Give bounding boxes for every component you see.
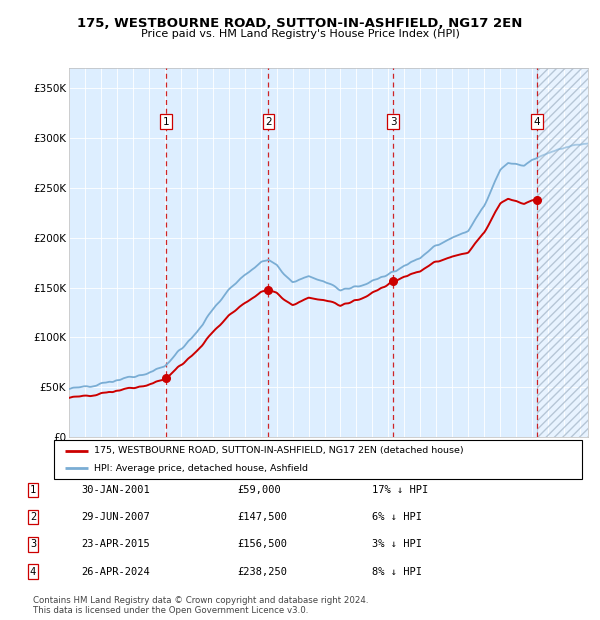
Text: 1: 1 [30,485,36,495]
Text: 3: 3 [390,117,397,126]
Text: 4: 4 [534,117,541,126]
Text: 2: 2 [265,117,272,126]
Text: £59,000: £59,000 [237,485,281,495]
Text: 8% ↓ HPI: 8% ↓ HPI [372,567,422,577]
Text: Price paid vs. HM Land Registry's House Price Index (HPI): Price paid vs. HM Land Registry's House … [140,29,460,39]
Text: 175, WESTBOURNE ROAD, SUTTON-IN-ASHFIELD, NG17 2EN: 175, WESTBOURNE ROAD, SUTTON-IN-ASHFIELD… [77,17,523,30]
Text: 2: 2 [30,512,36,522]
Text: Contains HM Land Registry data © Crown copyright and database right 2024.
This d: Contains HM Land Registry data © Crown c… [33,596,368,615]
Text: HPI: Average price, detached house, Ashfield: HPI: Average price, detached house, Ashf… [94,464,308,473]
Text: 17% ↓ HPI: 17% ↓ HPI [372,485,428,495]
Text: £156,500: £156,500 [237,539,287,549]
Text: 26-APR-2024: 26-APR-2024 [81,567,150,577]
FancyBboxPatch shape [54,440,582,479]
Bar [537,68,588,437]
Text: 3% ↓ HPI: 3% ↓ HPI [372,539,422,549]
Text: 3: 3 [30,539,36,549]
Text: 6% ↓ HPI: 6% ↓ HPI [372,512,422,522]
Text: 1: 1 [163,117,169,126]
Bar [537,68,588,437]
Text: 4: 4 [30,567,36,577]
Text: 175, WESTBOURNE ROAD, SUTTON-IN-ASHFIELD, NG17 2EN (detached house): 175, WESTBOURNE ROAD, SUTTON-IN-ASHFIELD… [94,446,463,455]
Text: £147,500: £147,500 [237,512,287,522]
Text: 23-APR-2015: 23-APR-2015 [81,539,150,549]
Text: £238,250: £238,250 [237,567,287,577]
Text: 30-JAN-2001: 30-JAN-2001 [81,485,150,495]
Text: 29-JUN-2007: 29-JUN-2007 [81,512,150,522]
